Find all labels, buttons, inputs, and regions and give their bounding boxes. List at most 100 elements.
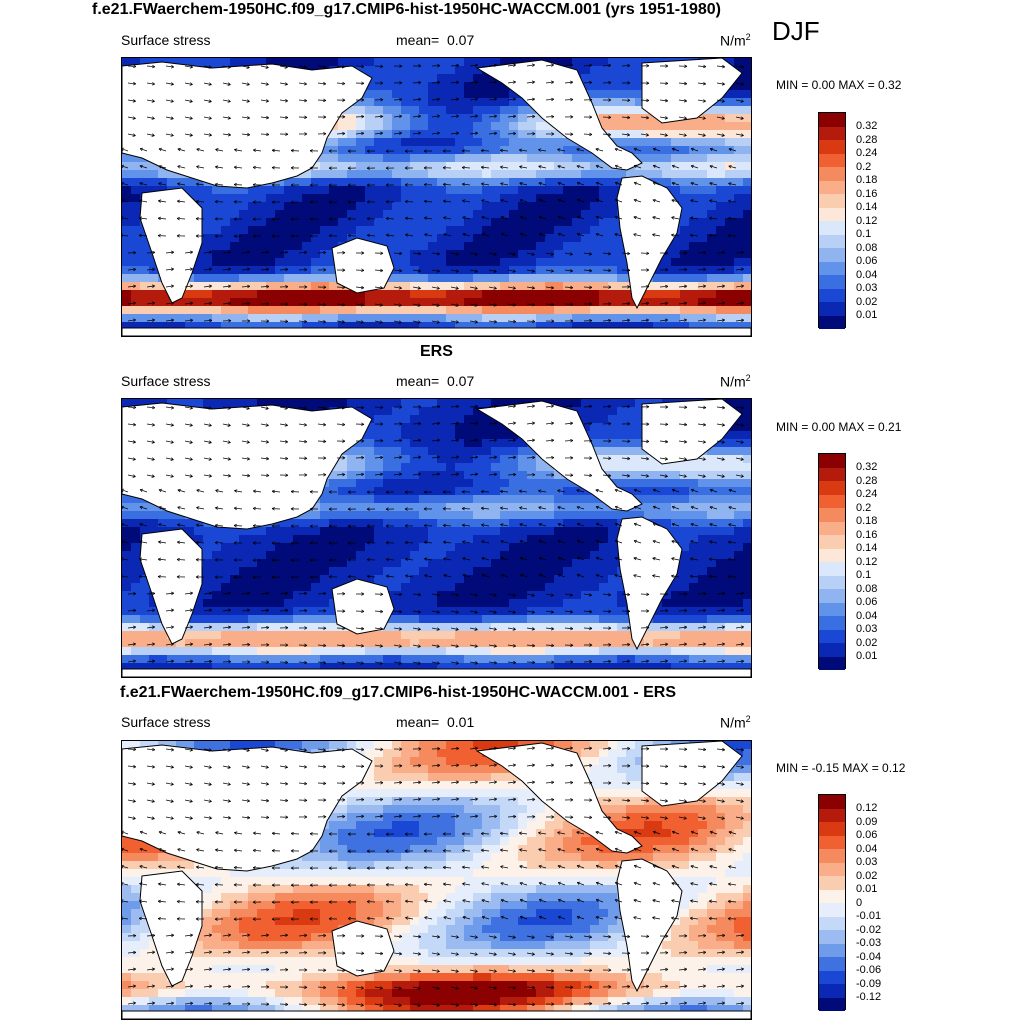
wind-vector-arrow — [122, 557, 129, 561]
wind-vector-arrow — [576, 181, 585, 186]
wind-vector-arrow — [602, 251, 612, 256]
wind-vector-arrow — [203, 608, 212, 612]
wind-vector-arrow — [336, 131, 346, 136]
wind-vector-arrow — [222, 625, 232, 630]
wind-vector-arrow — [716, 591, 726, 596]
wind-vector-arrow — [716, 133, 725, 137]
wind-vector-arrow — [355, 64, 365, 69]
colorbar-tick-label: 0.16 — [856, 187, 878, 200]
wind-vector-arrow — [671, 233, 680, 237]
wind-vector-arrow — [431, 969, 440, 973]
wind-vector-arrow — [366, 849, 376, 853]
wind-vector-arrow — [614, 147, 623, 152]
wind-vector-arrow — [177, 182, 186, 186]
wind-vector-arrow — [347, 558, 357, 562]
wind-vector-arrow — [595, 215, 604, 220]
wind-vector-arrow — [355, 661, 364, 665]
wind-vector-arrow — [336, 456, 346, 460]
wind-vector-arrow — [450, 472, 459, 476]
wind-vector-arrow — [233, 900, 243, 904]
wind-vector-arrow — [290, 917, 300, 921]
wind-vector-arrow — [336, 64, 346, 69]
wind-vector-arrow — [317, 268, 327, 272]
wind-vector-arrow — [583, 781, 593, 785]
wind-vector-arrow — [671, 147, 680, 152]
wind-vector-arrow — [412, 952, 421, 956]
wind-vector-arrow — [659, 98, 669, 103]
wind-vector-arrow — [595, 488, 604, 493]
wind-vector-arrow — [279, 285, 289, 289]
wind-vector-arrow — [260, 65, 269, 69]
wind-vector-arrow — [233, 217, 243, 221]
wind-vector-arrow — [336, 81, 346, 86]
wind-vector-arrow — [545, 455, 555, 460]
wind-vector-arrow — [233, 575, 243, 579]
wind-vector-arrow — [222, 984, 232, 989]
wind-vector-arrow — [488, 303, 497, 307]
wind-vector-arrow — [633, 488, 642, 493]
wind-vector-arrow — [595, 539, 604, 544]
wind-vector-arrow — [500, 573, 509, 578]
wind-vector-arrow — [614, 505, 623, 510]
wind-vector-arrow — [709, 505, 718, 510]
wind-vector-arrow — [469, 1003, 478, 1007]
wind-vector-arrow — [716, 267, 726, 272]
land-mass — [331, 920, 395, 977]
wind-vector-arrow — [443, 199, 452, 203]
wind-vector-arrow — [336, 472, 346, 477]
wind-vector-arrow — [507, 627, 516, 631]
colorbar-swatch — [819, 903, 845, 917]
wind-vector-arrow — [412, 763, 422, 768]
wind-vector-arrow — [545, 626, 555, 631]
wind-vector-arrow — [621, 133, 630, 137]
land-mass — [139, 870, 203, 987]
wind-vector-arrow — [165, 591, 175, 596]
wind-vector-arrow — [481, 915, 490, 920]
wind-vector-arrow — [709, 865, 718, 869]
wind-vector-arrow — [260, 423, 269, 427]
wind-vector-arrow — [519, 573, 528, 578]
wind-vector-arrow — [728, 523, 737, 527]
wind-vector-arrow — [621, 63, 631, 68]
wind-vector-arrow — [317, 609, 327, 613]
wind-vector-arrow — [697, 133, 706, 137]
wind-vector-arrow — [374, 405, 384, 410]
wind-vector-arrow — [450, 286, 459, 290]
wind-vector-arrow — [184, 765, 193, 769]
colorbar-tick-label: 0.16 — [856, 528, 878, 541]
wind-vector-arrow — [355, 114, 365, 119]
wind-vector-arrow — [431, 286, 440, 290]
wind-vector-arrow — [583, 63, 593, 68]
wind-vector-arrow — [614, 232, 623, 237]
wind-vector-arrow — [203, 82, 212, 86]
wind-vector-arrow — [602, 968, 612, 972]
wind-vector-arrow — [309, 166, 319, 170]
wind-vector-arrow — [538, 181, 547, 186]
wind-vector-arrow — [165, 1001, 175, 1006]
colorbar-swatch — [819, 970, 845, 984]
wind-vector-arrow — [203, 99, 212, 103]
wind-vector-arrow — [431, 952, 440, 956]
wind-vector-arrow — [461, 848, 471, 853]
wind-vector-arrow — [697, 64, 707, 69]
wind-vector-arrow — [393, 320, 402, 324]
colorbar-swatch — [819, 876, 845, 890]
wind-vector-arrow — [252, 575, 262, 579]
wind-vector-arrow — [481, 882, 490, 886]
wind-vector-arrow — [557, 898, 566, 903]
wind-vector-arrow — [412, 405, 422, 409]
colorbar-swatch — [819, 248, 845, 262]
wind-vector-arrow — [450, 935, 459, 939]
land-mass — [139, 528, 203, 645]
wind-vector-arrow — [728, 505, 737, 510]
wind-vector-arrow — [431, 269, 440, 273]
wind-vector-arrow — [500, 848, 509, 852]
wind-vector-arrow — [602, 985, 612, 989]
wind-vector-arrow — [431, 780, 441, 785]
wind-vector-arrow — [735, 799, 744, 803]
wind-vector-arrow — [241, 625, 251, 630]
wind-vector-arrow — [602, 456, 612, 461]
wind-vector-arrow — [500, 881, 509, 886]
wind-vector-arrow — [146, 747, 156, 752]
wind-vector-arrow — [279, 319, 289, 324]
